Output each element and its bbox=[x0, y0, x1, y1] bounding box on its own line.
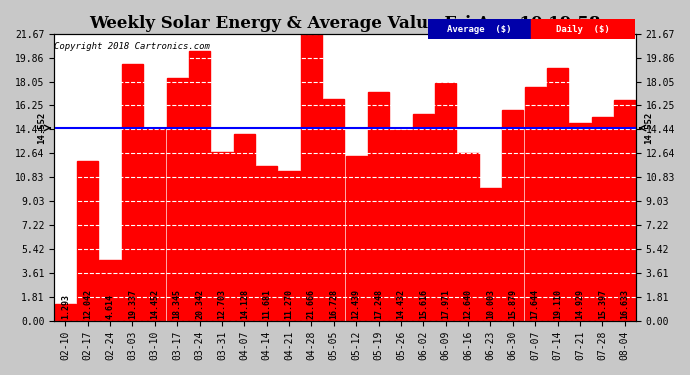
Bar bbox=[256, 166, 277, 321]
Bar bbox=[524, 87, 546, 321]
Bar bbox=[428, 19, 531, 39]
Text: Copyright 2018 Cartronics.com: Copyright 2018 Cartronics.com bbox=[54, 42, 210, 51]
Text: 17.971: 17.971 bbox=[441, 289, 450, 319]
Text: 18.345: 18.345 bbox=[172, 289, 181, 319]
Text: 17.644: 17.644 bbox=[531, 289, 540, 319]
Bar bbox=[480, 188, 501, 321]
Bar bbox=[122, 64, 143, 321]
Text: 16.728: 16.728 bbox=[329, 289, 338, 319]
Bar bbox=[211, 153, 233, 321]
Bar bbox=[531, 19, 635, 39]
Bar bbox=[502, 110, 524, 321]
Bar bbox=[99, 260, 121, 321]
Bar bbox=[166, 78, 188, 321]
Text: 11.270: 11.270 bbox=[284, 289, 293, 319]
Text: 4.614: 4.614 bbox=[106, 294, 115, 319]
Bar bbox=[77, 161, 98, 321]
Bar bbox=[413, 114, 434, 321]
Text: 15.879: 15.879 bbox=[509, 289, 518, 319]
Bar bbox=[368, 92, 389, 321]
Text: 14.128: 14.128 bbox=[240, 289, 249, 319]
Bar bbox=[234, 134, 255, 321]
Text: 16.633: 16.633 bbox=[620, 289, 629, 319]
Bar bbox=[144, 129, 166, 321]
Bar bbox=[391, 129, 411, 321]
Bar bbox=[569, 123, 591, 321]
Text: 15.397: 15.397 bbox=[598, 289, 607, 319]
Bar bbox=[279, 171, 299, 321]
Bar bbox=[457, 153, 479, 321]
Text: 15.616: 15.616 bbox=[419, 289, 428, 319]
Text: 14.432: 14.432 bbox=[397, 289, 406, 319]
Text: 14.552: 14.552 bbox=[37, 112, 46, 144]
Bar bbox=[614, 100, 635, 321]
Text: 14.929: 14.929 bbox=[575, 289, 584, 319]
Text: 14.452: 14.452 bbox=[150, 289, 159, 319]
Text: 12.703: 12.703 bbox=[217, 289, 226, 319]
Text: 21.666: 21.666 bbox=[307, 289, 316, 319]
Bar bbox=[301, 34, 322, 321]
Text: 12.042: 12.042 bbox=[83, 289, 92, 319]
Bar bbox=[346, 156, 367, 321]
Bar bbox=[547, 68, 568, 321]
Text: 10.003: 10.003 bbox=[486, 289, 495, 319]
Text: 20.342: 20.342 bbox=[195, 289, 204, 319]
Bar bbox=[323, 99, 344, 321]
Text: 12.640: 12.640 bbox=[464, 289, 473, 319]
Text: 1.293: 1.293 bbox=[61, 294, 70, 319]
Text: 19.337: 19.337 bbox=[128, 289, 137, 319]
Bar bbox=[189, 51, 210, 321]
Title: Weekly Solar Energy & Average Value Fri Aug 10 19:58: Weekly Solar Energy & Average Value Fri … bbox=[89, 15, 601, 32]
Text: 17.248: 17.248 bbox=[374, 289, 383, 319]
Text: Average  ($): Average ($) bbox=[447, 25, 512, 34]
Text: Daily  ($): Daily ($) bbox=[556, 25, 610, 34]
Text: 11.681: 11.681 bbox=[262, 289, 271, 319]
Bar bbox=[435, 82, 456, 321]
Bar bbox=[55, 304, 76, 321]
Bar bbox=[592, 117, 613, 321]
Text: 12.439: 12.439 bbox=[352, 289, 361, 319]
Text: 19.110: 19.110 bbox=[553, 289, 562, 319]
Text: 14.552: 14.552 bbox=[644, 112, 653, 144]
